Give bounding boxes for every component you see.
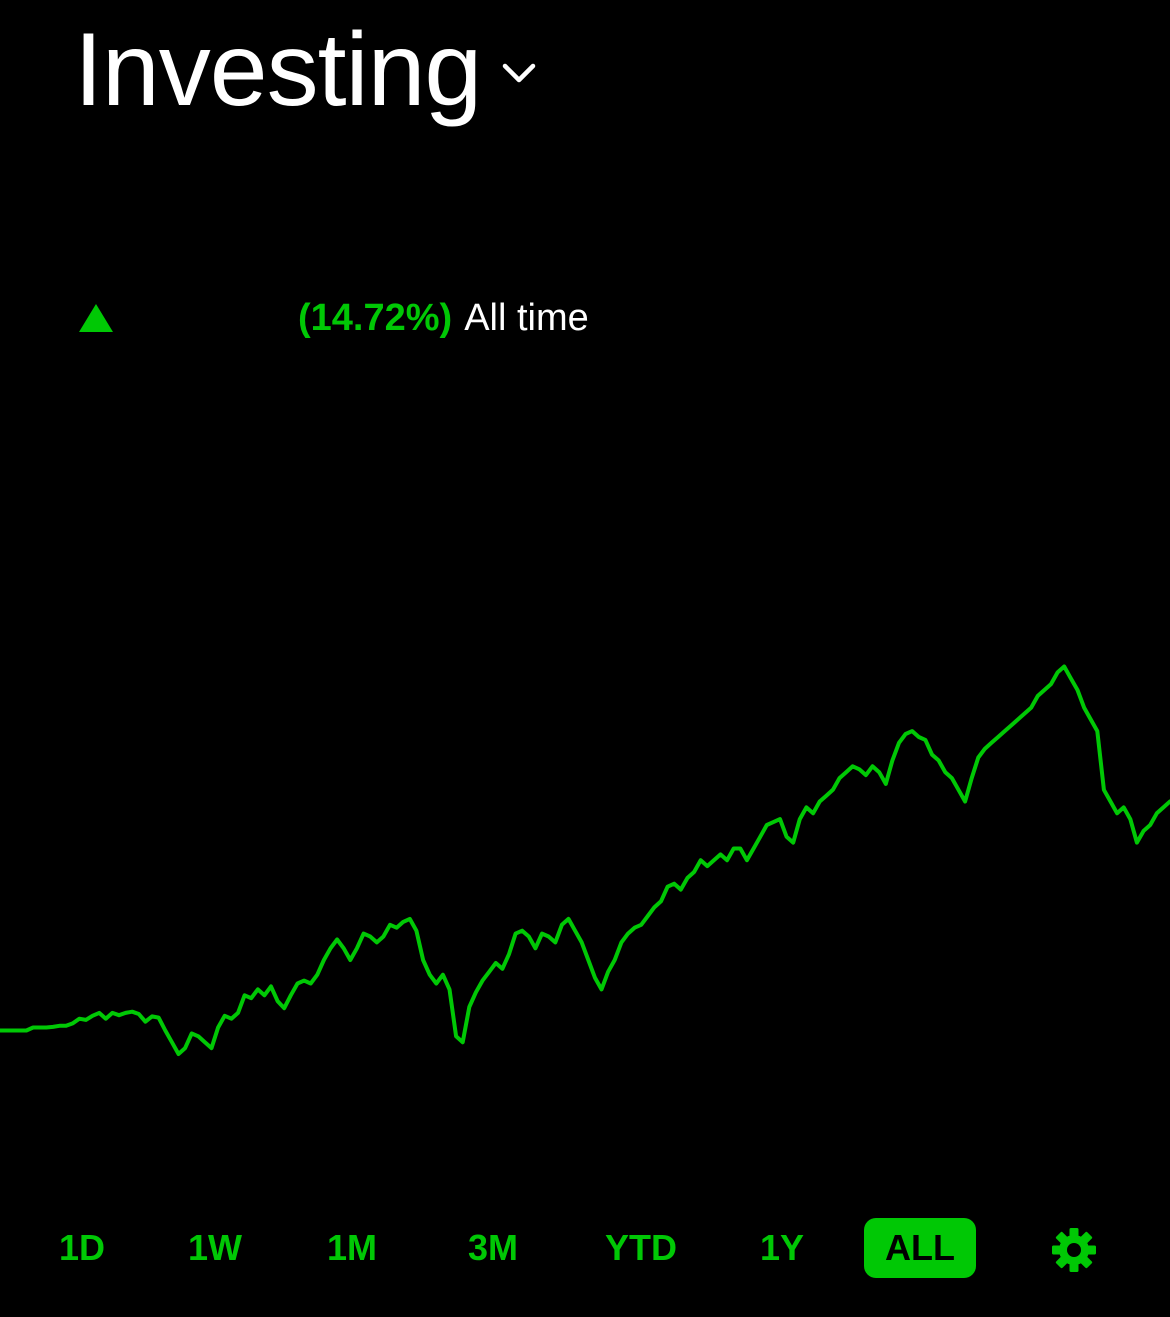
range-ytd[interactable]: YTD — [605, 1227, 677, 1268]
portfolio-value-line — [0, 664, 1170, 1056]
account-selector[interactable]: Investing — [74, 10, 539, 130]
portfolio-chart[interactable] — [0, 380, 1170, 1200]
gear-icon[interactable] — [1050, 1226, 1098, 1274]
range-all[interactable]: ALL — [864, 1218, 976, 1278]
page-title: Investing — [74, 12, 482, 128]
range-1w[interactable]: 1W — [188, 1227, 242, 1268]
triangle-up-icon — [79, 304, 113, 332]
chevron-down-icon[interactable] — [499, 53, 539, 93]
range-1d[interactable]: 1D — [58, 1227, 106, 1268]
gain-percent: (14.72%) — [298, 296, 453, 339]
range-selector: 1D 1W 1M 3M YTD 1Y ALL — [0, 1212, 1170, 1282]
performance-summary: (14.72%) All time — [78, 290, 589, 346]
gain-period: All time — [464, 296, 589, 339]
range-1m[interactable]: 1M — [326, 1227, 377, 1268]
range-1y[interactable]: 1Y — [759, 1227, 805, 1268]
range-3m[interactable]: 3M — [467, 1227, 518, 1268]
